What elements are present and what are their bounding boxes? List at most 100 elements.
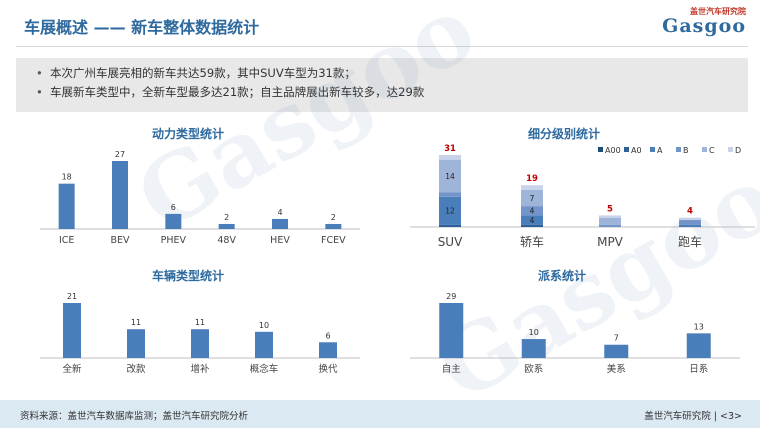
segment-value-label: 4 bbox=[530, 216, 535, 225]
bar-日系 bbox=[686, 333, 711, 358]
bar-概念车 bbox=[255, 331, 273, 358]
bar-改款 bbox=[127, 329, 145, 358]
bar-48V bbox=[218, 223, 235, 229]
stack-total-label: 4 bbox=[687, 207, 693, 217]
legend-label: D bbox=[735, 146, 741, 155]
segment-value-label: 4 bbox=[530, 207, 535, 216]
logo-subtitle: 盖世汽车研究院 bbox=[690, 7, 746, 16]
bar-value-label: 29 bbox=[446, 292, 456, 301]
category-label: 换代 bbox=[318, 363, 338, 375]
legend-swatch-A bbox=[650, 147, 655, 152]
bar-欧系 bbox=[521, 339, 546, 358]
bar-PHEV bbox=[165, 213, 182, 229]
page-title: 车展概述 —— 新车整体数据统计 bbox=[24, 18, 260, 37]
footer-page: 盖世汽车研究院 | <3> bbox=[644, 411, 742, 422]
header-divider bbox=[16, 46, 748, 47]
bar-value-label: 18 bbox=[62, 173, 72, 182]
bar-ICE bbox=[58, 183, 75, 229]
gasgoo-logo: 盖世汽车研究院 Gasgoo bbox=[662, 6, 746, 36]
bar-value-label: 11 bbox=[195, 318, 205, 327]
legend-label: A0 bbox=[631, 146, 642, 155]
power-chart-title: 动力类型统计 bbox=[152, 127, 225, 141]
bar-value-label: 10 bbox=[259, 321, 269, 330]
segment-chart-title: 细分级别统计 bbox=[528, 127, 601, 141]
legend-swatch-C bbox=[702, 147, 707, 152]
stack-segment-A0 bbox=[521, 224, 543, 227]
legend-swatch-A00 bbox=[598, 147, 603, 152]
legend-label: A bbox=[657, 146, 663, 155]
bar-value-label: 21 bbox=[67, 292, 77, 301]
category-label: 改款 bbox=[126, 363, 146, 375]
summary-item: 本次广州车展亮相的新车共达59款，其中SUV车型为31款； bbox=[36, 64, 748, 83]
power-type-chart: 18 ICE 27 BEV 6 PHEV 2 48V 4 HEV 2 FCEV bbox=[40, 150, 360, 246]
legend-swatch-D bbox=[728, 147, 733, 152]
segment-value-label: 7 bbox=[530, 194, 535, 203]
stack-segment-D bbox=[521, 185, 543, 190]
category-label: 48V bbox=[217, 235, 236, 246]
stack-segment-C bbox=[599, 217, 621, 225]
segment-value-label: 12 bbox=[445, 207, 455, 216]
segment-value-label: 14 bbox=[445, 172, 455, 181]
origin-chart: 29 自主 10 欧系 7 美系 13 日系 bbox=[410, 292, 740, 375]
bar-换代 bbox=[319, 342, 337, 358]
stack-segment-B bbox=[679, 220, 701, 225]
stack-segment-B bbox=[521, 206, 543, 216]
category-label: 美系 bbox=[607, 363, 626, 375]
bar-value-label: 27 bbox=[115, 150, 125, 159]
footer-bar: 资料来源：盖世汽车数据库监测；盖世汽车研究院分析 盖世汽车研究院 | <3> bbox=[0, 400, 760, 428]
summary-item: 车展新车类型中，全新车型最多达21款；自主品牌展出新车较多，达29款 bbox=[36, 83, 748, 102]
origin-chart-title: 派系统计 bbox=[538, 269, 587, 283]
bar-value-label: 13 bbox=[694, 322, 704, 331]
bar-FCEV bbox=[325, 223, 342, 229]
bar-value-label: 4 bbox=[277, 208, 282, 217]
bar-增补 bbox=[191, 329, 209, 358]
stack-segment-D bbox=[599, 215, 621, 218]
stack-total-label: 5 bbox=[607, 204, 613, 214]
category-label: 自主 bbox=[442, 363, 461, 375]
bar-全新 bbox=[63, 303, 81, 358]
stack-segment-A0 bbox=[439, 224, 461, 227]
bar-value-label: 11 bbox=[131, 318, 141, 327]
bar-自主 bbox=[439, 303, 464, 358]
category-label: BEV bbox=[110, 235, 130, 246]
category-label: MPV bbox=[597, 235, 624, 249]
category-label: 增补 bbox=[190, 363, 210, 375]
category-label: 日系 bbox=[689, 364, 708, 375]
category-label: 全新 bbox=[62, 363, 82, 375]
category-label: HEV bbox=[270, 235, 290, 246]
stack-segment-C bbox=[521, 189, 543, 207]
legend-label: C bbox=[709, 146, 715, 155]
summary-box: 本次广州车展亮相的新车共达59款，其中SUV车型为31款； 车展新车类型中，全新… bbox=[16, 58, 748, 112]
bar-value-label: 10 bbox=[529, 328, 539, 337]
bar-value-label: 7 bbox=[614, 334, 619, 343]
stack-total-label: 19 bbox=[526, 174, 538, 184]
category-label: PHEV bbox=[161, 235, 187, 246]
bar-BEV bbox=[112, 161, 128, 229]
stack-segment-A bbox=[521, 215, 543, 225]
stack-total-label: 31 bbox=[444, 144, 456, 154]
bar-HEV bbox=[272, 218, 288, 229]
category-label: 轿车 bbox=[520, 234, 544, 249]
category-label: 欧系 bbox=[524, 363, 543, 375]
legend-swatch-A0 bbox=[624, 147, 629, 152]
bar-value-label: 2 bbox=[331, 213, 336, 222]
bar-value-label: 6 bbox=[325, 331, 330, 340]
category-label: ICE bbox=[59, 235, 74, 246]
category-label: 跑车 bbox=[678, 234, 702, 249]
stack-segment-B bbox=[599, 224, 621, 227]
vehicle-chart-title: 车辆类型统计 bbox=[152, 269, 225, 283]
bar-value-label: 6 bbox=[171, 203, 176, 212]
legend-label: A00 bbox=[605, 146, 621, 155]
category-label: SUV bbox=[438, 235, 463, 249]
vehicle-type-chart: 21 全新 11 改款 11 增补 10 概念车 6 换代 bbox=[40, 292, 360, 375]
stack-segment-C bbox=[439, 159, 461, 193]
stack-segment-A bbox=[679, 224, 701, 227]
legend-label: B bbox=[683, 146, 689, 155]
legend-swatch-B bbox=[676, 147, 681, 152]
stack-segment-D bbox=[439, 155, 461, 160]
category-label: 概念车 bbox=[250, 363, 279, 375]
stack-segment-B bbox=[439, 192, 461, 197]
stack-segment-A bbox=[439, 196, 461, 225]
category-label: FCEV bbox=[321, 235, 346, 246]
